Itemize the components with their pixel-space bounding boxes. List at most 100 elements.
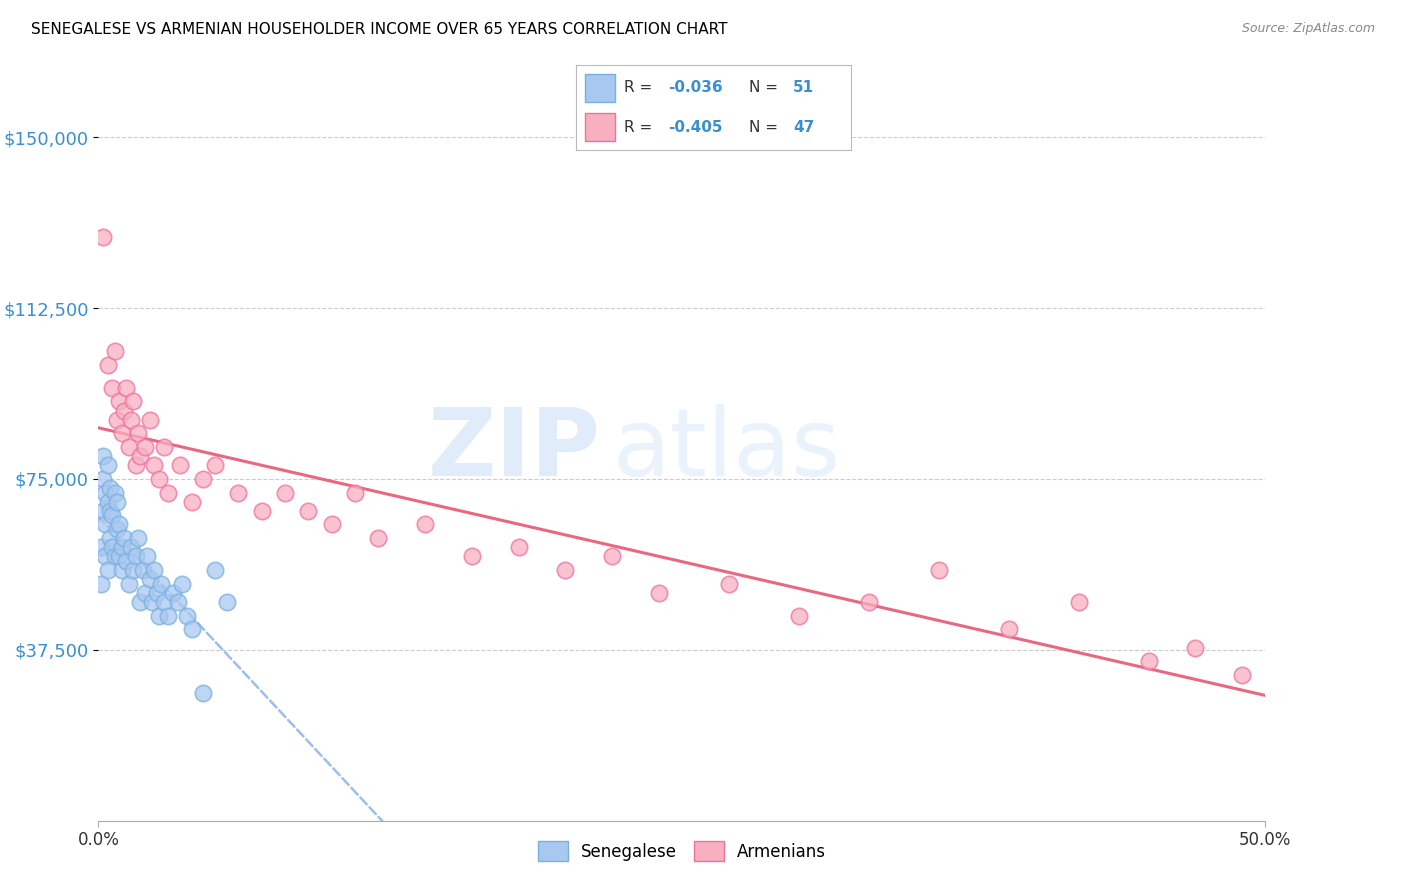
Point [1184,640,1206,655]
Point [146,586,169,600]
Point [787,608,810,623]
Point [139,572,162,586]
Point [115,381,138,395]
Point [180,494,202,508]
Point [193,686,215,700]
Point [600,549,623,564]
Point [172,576,194,591]
Point [108,517,131,532]
Point [321,517,343,532]
Point [204,458,226,473]
Text: 47: 47 [793,120,814,135]
Point [104,344,127,359]
Text: N =: N = [749,80,783,95]
Point [204,563,226,577]
Point [647,586,669,600]
FancyBboxPatch shape [585,113,614,142]
Point [112,531,135,545]
Point [148,608,170,623]
Text: 51: 51 [793,80,814,95]
Point [120,413,142,427]
Point [134,440,156,454]
Point [162,586,184,600]
Point [136,549,159,564]
Point [143,458,166,473]
Point [150,576,173,591]
Point [101,508,124,523]
Legend: Senegalese, Armenians: Senegalese, Armenians [531,834,832,868]
Text: -0.036: -0.036 [668,80,723,95]
Point [193,472,215,486]
Point [90,541,112,555]
Point [127,531,149,545]
Point [127,426,149,441]
Point [118,576,141,591]
Point [111,541,134,555]
Point [928,563,950,577]
Point [143,563,166,577]
Point [250,504,273,518]
Point [157,608,180,623]
Point [97,358,120,372]
Point [129,595,152,609]
Point [1230,668,1253,682]
Text: N =: N = [749,120,783,135]
Point [152,595,174,609]
Point [367,531,389,545]
Point [122,563,145,577]
Point [717,576,740,591]
Point [101,541,124,555]
Point [97,458,120,473]
Point [166,595,188,609]
Text: R =: R = [624,120,658,135]
Point [461,549,484,564]
Text: SENEGALESE VS ARMENIAN HOUSEHOLDER INCOME OVER 65 YEARS CORRELATION CHART: SENEGALESE VS ARMENIAN HOUSEHOLDER INCOM… [31,22,727,37]
Point [111,563,134,577]
Point [180,622,202,636]
Point [105,413,128,427]
Point [157,485,180,500]
Point [104,485,127,500]
Point [344,485,367,500]
Text: ZIP: ZIP [427,404,600,497]
Point [1137,654,1160,668]
FancyBboxPatch shape [585,74,614,102]
Point [94,485,117,500]
Point [91,449,114,463]
Point [132,563,155,577]
Point [125,458,148,473]
Point [228,485,250,500]
Point [108,394,131,409]
Point [148,472,170,486]
Point [176,608,198,623]
Point [91,230,114,244]
Point [97,494,120,508]
Point [104,549,127,564]
Point [413,517,436,532]
Point [215,595,238,609]
Text: R =: R = [624,80,658,95]
Point [554,563,576,577]
Text: atlas: atlas [612,404,841,497]
Point [858,595,880,609]
Point [98,531,121,545]
Point [98,504,121,518]
Text: -0.405: -0.405 [668,120,723,135]
Point [101,381,124,395]
Point [169,458,191,473]
Point [139,413,162,427]
Point [94,517,117,532]
Point [118,440,141,454]
Point [105,494,128,508]
Point [91,504,114,518]
Point [115,554,138,568]
Point [98,481,121,495]
Point [120,541,142,555]
Point [274,485,297,500]
Point [97,563,120,577]
Point [111,426,134,441]
Point [108,549,131,564]
Point [91,472,114,486]
Point [90,576,112,591]
Point [134,586,156,600]
